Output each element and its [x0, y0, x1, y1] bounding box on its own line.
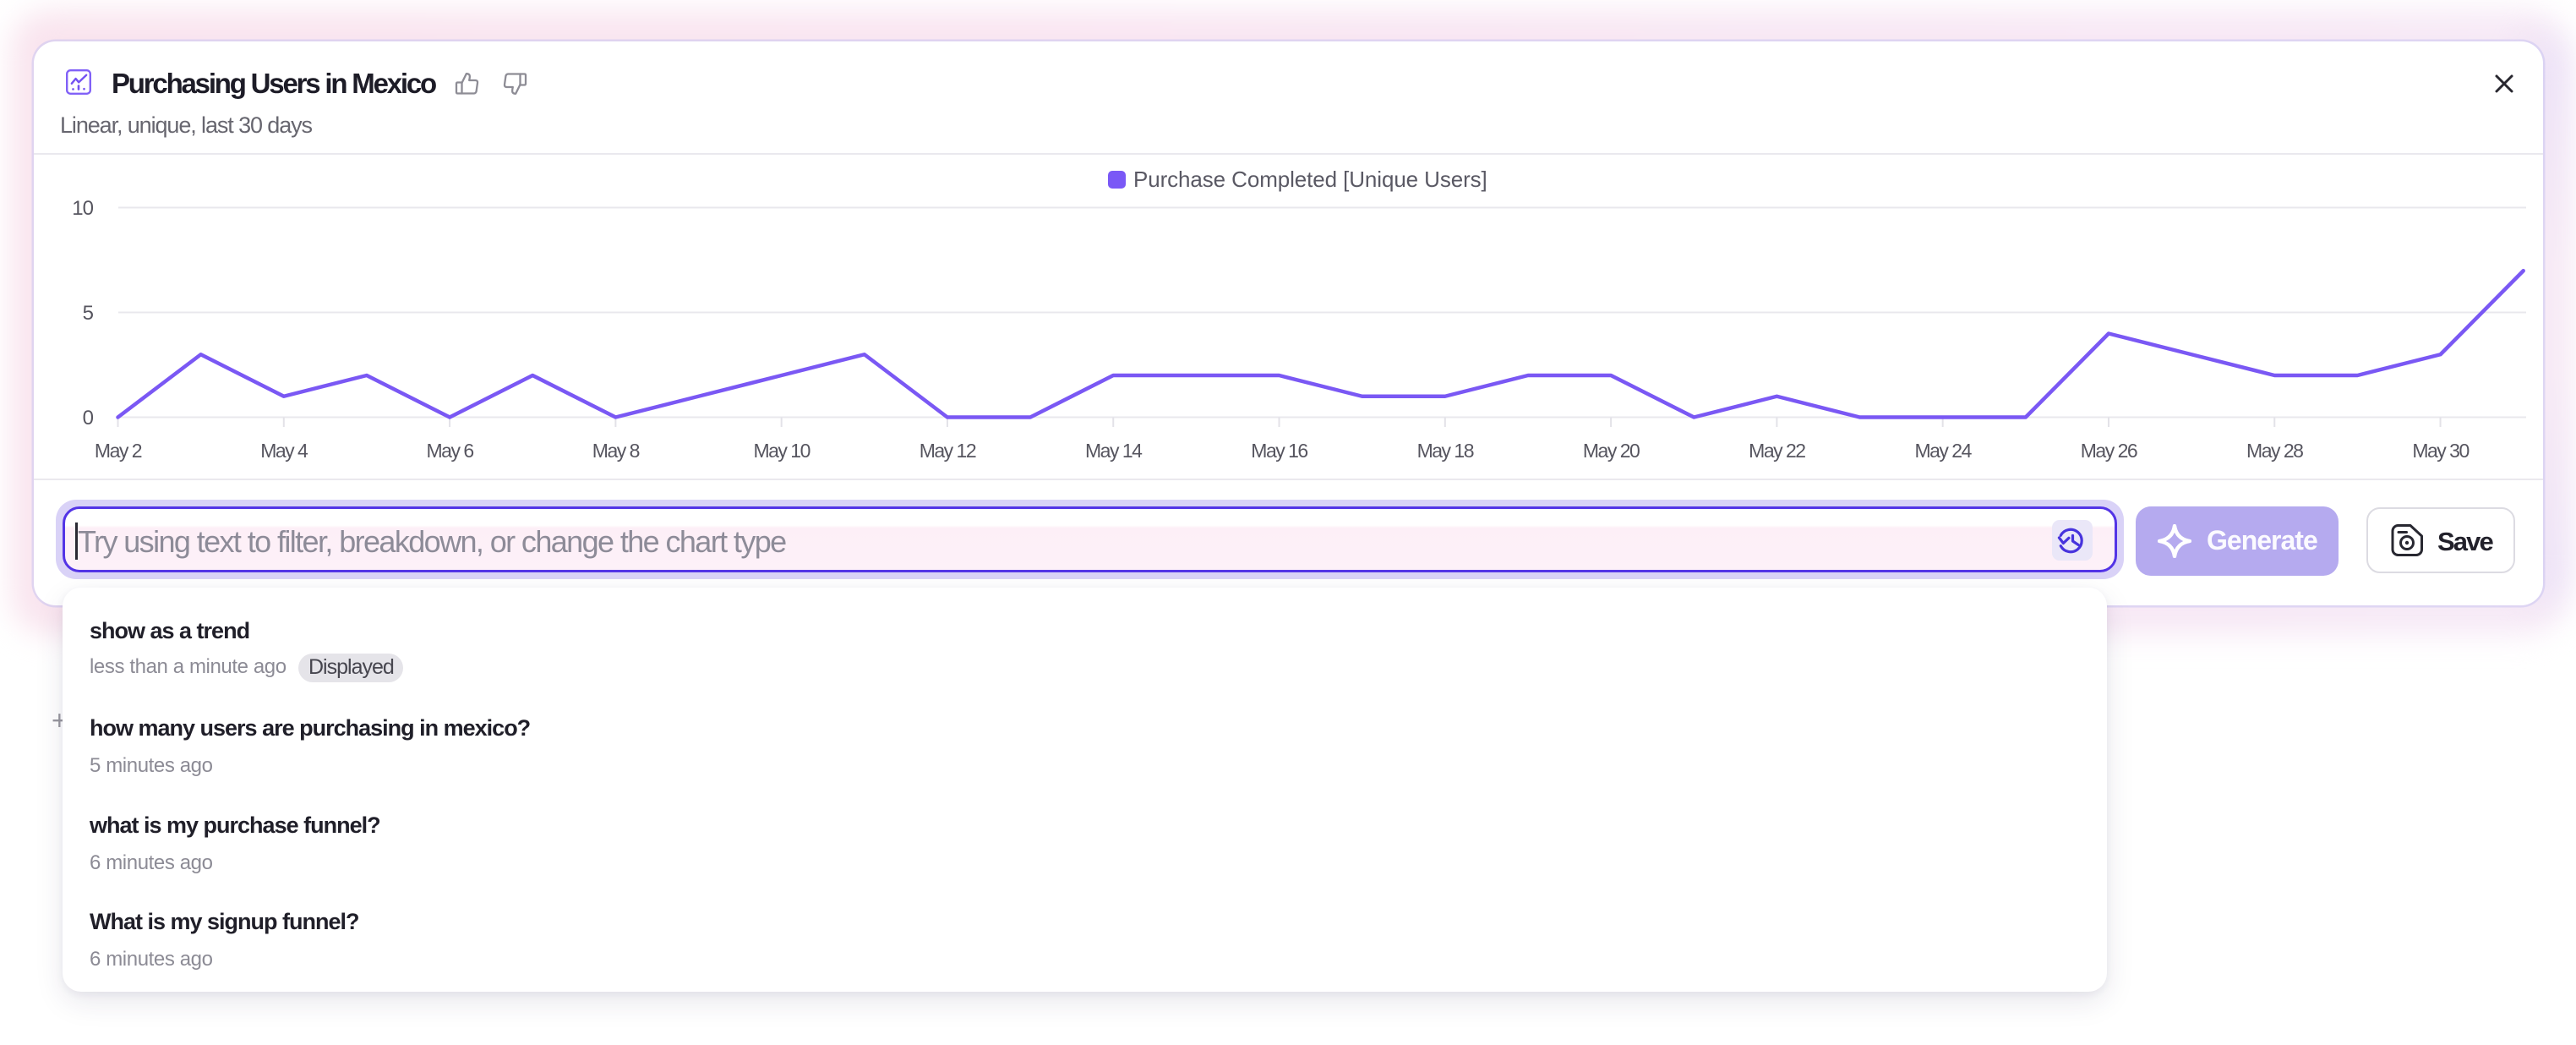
svg-text:May 16: May 16 — [1251, 440, 1307, 462]
svg-text:May 4: May 4 — [260, 440, 308, 462]
svg-text:May 24: May 24 — [1914, 440, 1972, 462]
svg-text:Purchase Completed [Unique Use: Purchase Completed [Unique Users] — [1133, 167, 1487, 192]
svg-text:0: 0 — [83, 407, 94, 429]
svg-text:May 26: May 26 — [2081, 440, 2137, 462]
svg-text:5: 5 — [83, 302, 94, 325]
svg-text:May 20: May 20 — [1583, 440, 1640, 462]
svg-text:May 28: May 28 — [2246, 440, 2303, 462]
svg-text:May 2: May 2 — [95, 440, 142, 462]
svg-text:May 18: May 18 — [1417, 440, 1474, 462]
svg-text:May 12: May 12 — [920, 440, 976, 462]
svg-text:May 8: May 8 — [592, 440, 640, 462]
svg-text:May 22: May 22 — [1749, 440, 1805, 462]
svg-text:May 30: May 30 — [2412, 440, 2469, 462]
svg-text:May 14: May 14 — [1085, 440, 1143, 462]
svg-text:May 6: May 6 — [427, 440, 474, 462]
svg-text:10: 10 — [72, 197, 93, 220]
svg-text:May 10: May 10 — [753, 440, 810, 462]
